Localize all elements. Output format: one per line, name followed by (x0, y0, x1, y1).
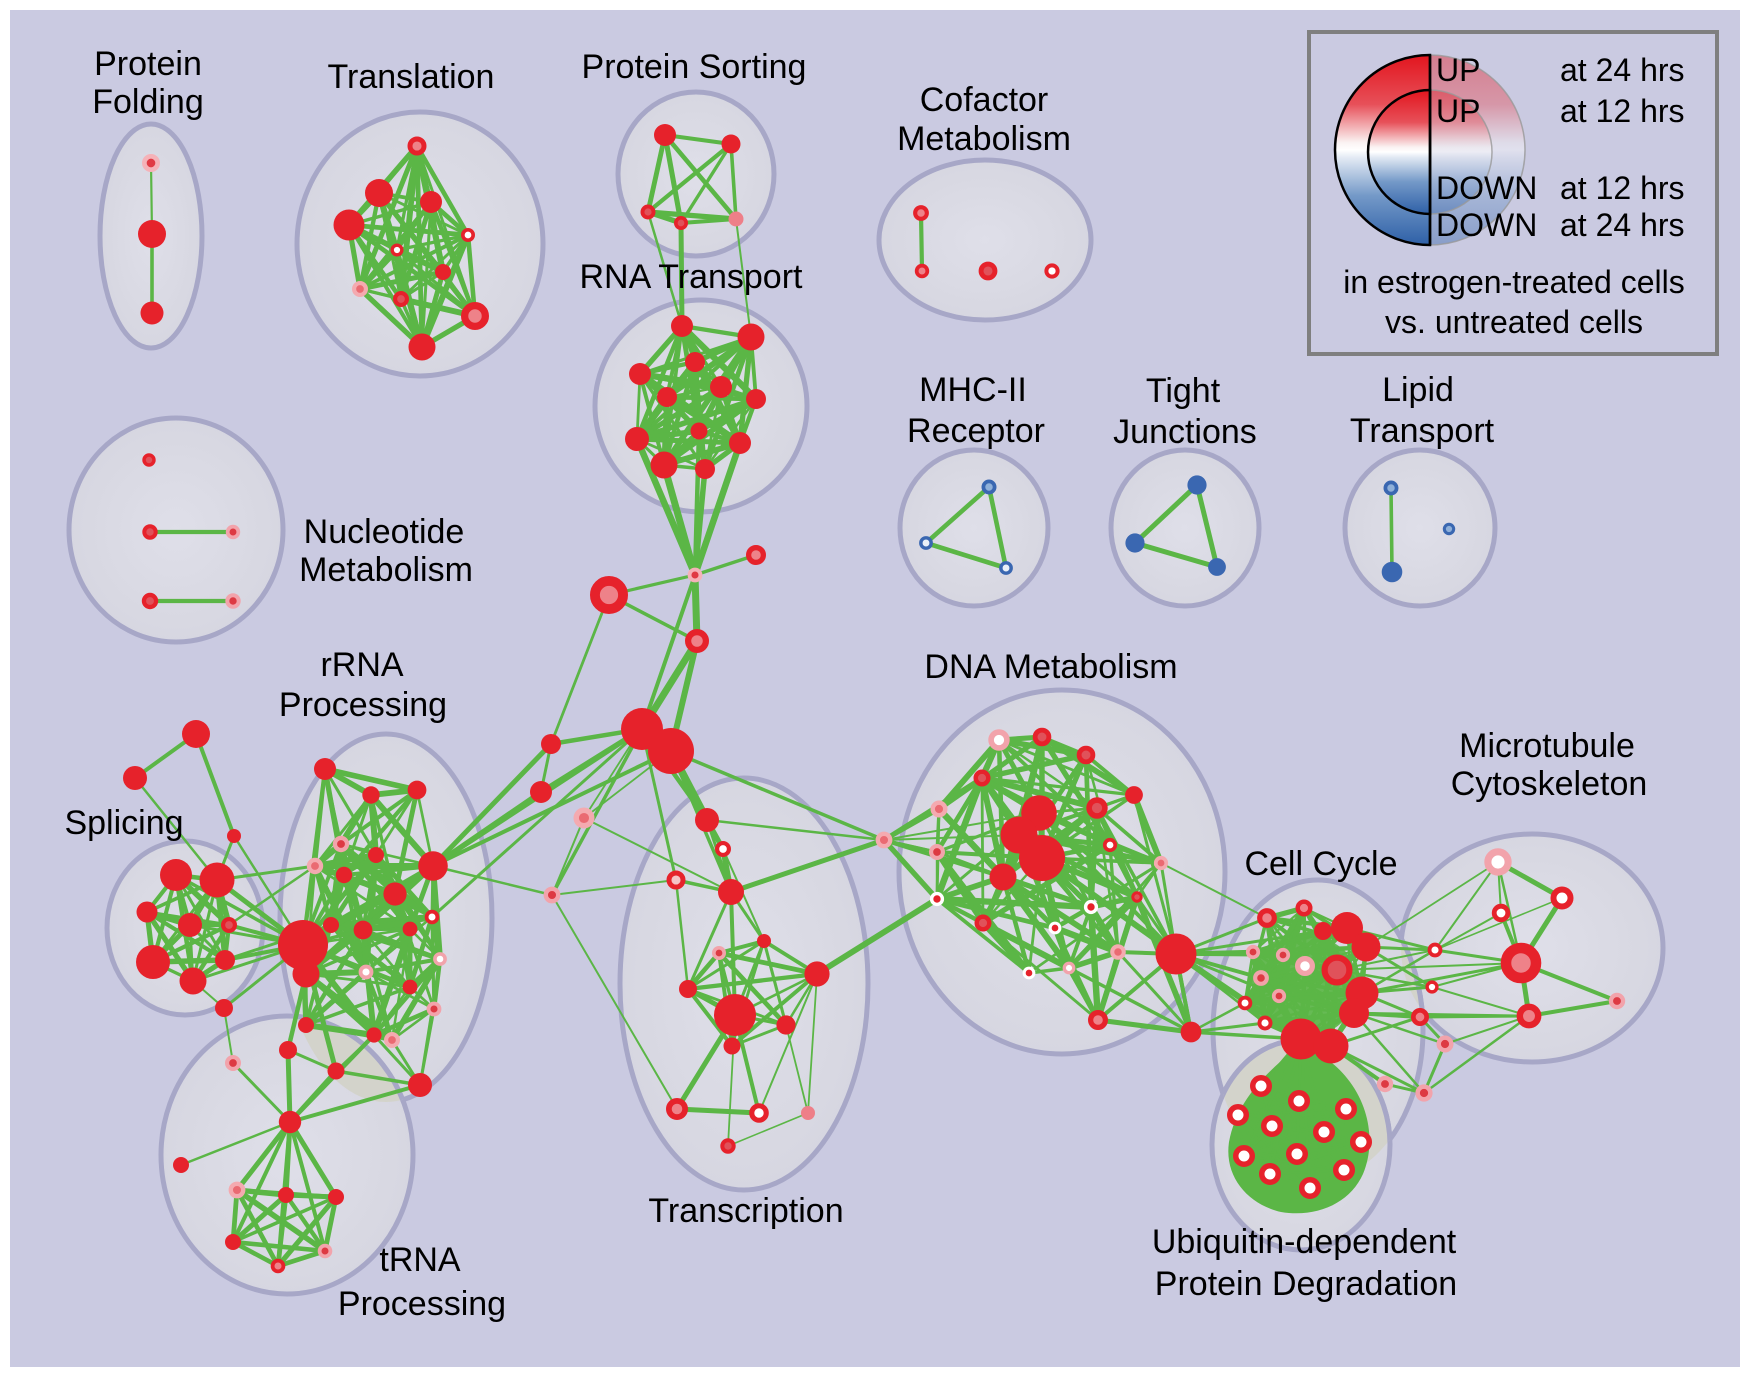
svg-text:Transport: Transport (1350, 412, 1495, 450)
svg-text:Translation: Translation (328, 58, 495, 96)
svg-text:Folding: Folding (92, 83, 204, 121)
svg-text:Splicing: Splicing (64, 804, 183, 842)
svg-text:Ubiquitin-dependent: Ubiquitin-dependent (1152, 1223, 1457, 1261)
svg-text:vs. untreated cells: vs. untreated cells (1385, 304, 1643, 340)
svg-text:at 12 hrs: at 12 hrs (1560, 93, 1685, 129)
svg-text:UP: UP (1436, 93, 1480, 129)
svg-text:Transcription: Transcription (648, 1192, 843, 1230)
svg-text:at 24 hrs: at 24 hrs (1560, 52, 1685, 88)
svg-text:DOWN: DOWN (1436, 207, 1537, 243)
svg-text:at 24 hrs: at 24 hrs (1560, 207, 1685, 243)
svg-text:Cell Cycle: Cell Cycle (1244, 845, 1397, 883)
svg-text:tRNA: tRNA (379, 1241, 461, 1279)
svg-text:Processing: Processing (279, 686, 447, 724)
svg-text:Nucleotide: Nucleotide (304, 513, 465, 551)
svg-text:Junctions: Junctions (1113, 413, 1257, 451)
svg-text:Lipid: Lipid (1382, 371, 1454, 409)
svg-text:DNA Metabolism: DNA Metabolism (924, 648, 1177, 686)
svg-text:Microtubule: Microtubule (1459, 727, 1635, 765)
svg-text:UP: UP (1436, 52, 1480, 88)
svg-text:Cofactor: Cofactor (920, 81, 1049, 119)
svg-text:Protein Sorting: Protein Sorting (582, 48, 807, 86)
svg-text:MHC-II: MHC-II (919, 371, 1027, 409)
svg-text:Protein Degradation: Protein Degradation (1155, 1265, 1457, 1303)
svg-text:Protein: Protein (94, 45, 202, 83)
svg-text:Metabolism: Metabolism (299, 551, 473, 589)
svg-text:Cytoskeleton: Cytoskeleton (1451, 765, 1648, 803)
svg-text:in estrogen-treated cells: in estrogen-treated cells (1343, 264, 1685, 300)
svg-text:DOWN: DOWN (1436, 170, 1537, 206)
svg-text:Receptor: Receptor (907, 412, 1045, 450)
svg-text:Metabolism: Metabolism (897, 120, 1071, 158)
svg-text:RNA Transport: RNA Transport (580, 258, 804, 296)
svg-text:rRNA: rRNA (320, 646, 403, 684)
svg-text:at 12 hrs: at 12 hrs (1560, 170, 1685, 206)
svg-text:Processing: Processing (338, 1285, 506, 1323)
svg-text:Tight: Tight (1146, 372, 1221, 410)
